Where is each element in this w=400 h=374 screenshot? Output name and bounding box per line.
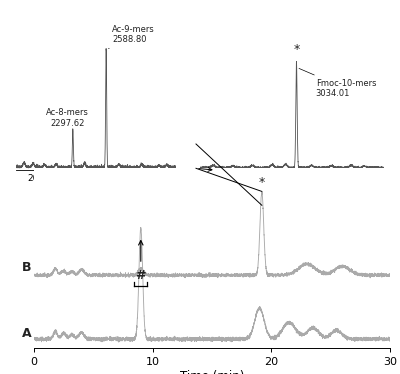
- X-axis label: Time (min): Time (min): [180, 370, 244, 374]
- Text: *: *: [259, 176, 265, 189]
- Text: #: #: [136, 269, 146, 282]
- Text: *: *: [293, 43, 300, 56]
- Text: Ac-9-mers
2588.80: Ac-9-mers 2588.80: [108, 25, 155, 49]
- Text: B: B: [22, 261, 32, 274]
- Text: A: A: [22, 327, 32, 340]
- Text: Fmoc-10-mers
3034.01: Fmoc-10-mers 3034.01: [299, 68, 376, 98]
- Text: Ac-8-mers
2297.62: Ac-8-mers 2297.62: [46, 108, 89, 128]
